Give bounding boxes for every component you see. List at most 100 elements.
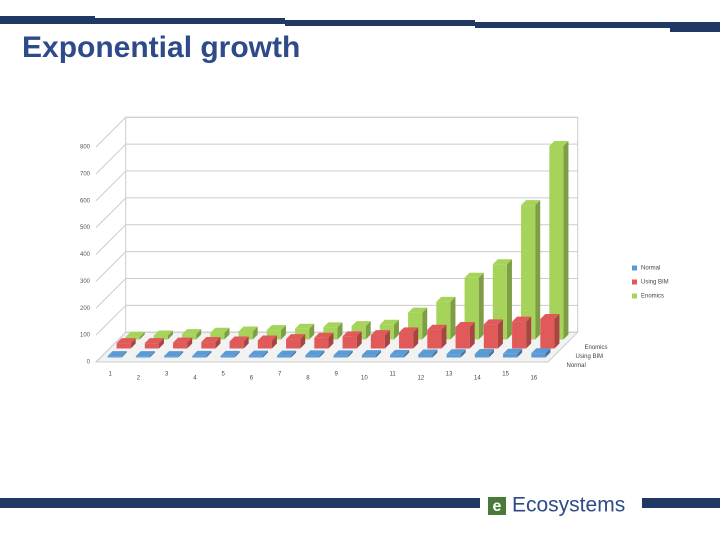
y-tick-label: 600	[80, 198, 91, 204]
bar	[323, 322, 343, 340]
logo-box	[488, 497, 506, 515]
bar-front	[286, 339, 301, 349]
x-tick-label: 6	[250, 376, 254, 382]
bar-side	[262, 350, 268, 358]
bar-side	[545, 348, 551, 358]
bar-top	[333, 350, 353, 356]
bar-top	[464, 272, 484, 278]
bottom-rule	[642, 498, 720, 508]
bar-side	[535, 200, 541, 340]
bar-top	[549, 141, 569, 146]
bar-side	[158, 338, 164, 349]
grid-line	[95, 170, 127, 202]
bar	[333, 350, 353, 358]
depth-label: Using BIM	[576, 354, 604, 360]
bar	[512, 316, 532, 349]
bar-side	[404, 349, 410, 358]
bar-top	[351, 321, 371, 327]
bar-front	[305, 355, 320, 358]
bar-side	[243, 336, 249, 349]
bar-front	[512, 321, 527, 349]
top-rule	[285, 20, 475, 26]
bar-top	[408, 307, 428, 313]
bar	[342, 331, 362, 349]
bar-front	[144, 343, 159, 349]
depth-label: Enomics	[585, 345, 608, 351]
legend-swatch	[632, 265, 637, 271]
bar-side	[167, 330, 173, 340]
legend-swatch	[632, 279, 637, 285]
bar-side	[291, 350, 297, 358]
bar-front	[531, 353, 546, 358]
bar-side	[224, 327, 230, 340]
bar-top	[314, 332, 334, 338]
bar-side	[422, 307, 428, 340]
bar-top	[257, 335, 277, 341]
bar	[248, 350, 268, 358]
bar	[521, 200, 541, 340]
bar-front	[107, 356, 122, 358]
bar-top	[277, 350, 297, 356]
x-tick-label: 3	[165, 372, 169, 378]
bar-side	[554, 313, 560, 349]
bar-top	[531, 348, 551, 354]
bar	[436, 296, 456, 340]
bar-front	[540, 318, 555, 349]
bar	[192, 350, 212, 358]
bar-front	[427, 329, 442, 349]
bar-side	[356, 331, 362, 349]
bar-top	[512, 316, 532, 322]
x-tick-label: 14	[474, 376, 481, 382]
bar-side	[450, 296, 456, 340]
bar-side	[506, 259, 512, 340]
bar-front	[192, 355, 207, 358]
bar-top	[446, 349, 466, 355]
bar-side	[149, 351, 155, 358]
bar-top	[521, 200, 541, 206]
grid-line	[95, 331, 127, 363]
x-tick-label: 15	[502, 372, 509, 378]
bar-top	[173, 337, 193, 343]
bar-top	[399, 327, 419, 333]
bar	[427, 324, 447, 349]
bar	[314, 332, 334, 349]
bar	[277, 350, 297, 358]
y-tick-label: 300	[80, 279, 91, 285]
bar-front	[314, 337, 329, 349]
bar-top	[370, 330, 390, 336]
bar-front	[229, 341, 244, 349]
x-tick-label: 8	[306, 376, 310, 382]
bar-side	[328, 332, 334, 349]
y-tick-label: 100	[80, 333, 91, 339]
bar	[455, 322, 475, 349]
bar-top	[390, 349, 410, 355]
top-rule	[475, 22, 670, 28]
bar-front	[210, 332, 225, 340]
y-tick-label: 700	[80, 171, 91, 177]
grid-line	[95, 197, 127, 228]
bar-front	[521, 205, 536, 340]
bar-side	[563, 141, 569, 340]
bar	[173, 337, 193, 349]
bar-front	[266, 330, 281, 340]
grid-line	[95, 143, 127, 175]
bar-front	[446, 354, 461, 358]
bar-top	[427, 324, 447, 330]
grid-line	[95, 305, 127, 336]
bar	[107, 351, 127, 358]
chart: 0 100 200 300 400 500 600 700 800 Enomics Using BI…	[80, 116, 669, 382]
x-tick-label: 9	[334, 372, 338, 378]
bar-side	[252, 326, 258, 340]
bar-top	[455, 322, 475, 327]
x-tick-label: 4	[193, 376, 197, 382]
bar-top	[540, 313, 560, 319]
top-rule	[95, 18, 285, 24]
bar-top	[220, 350, 240, 356]
bar-side	[215, 337, 221, 349]
bar-top	[164, 351, 184, 357]
logo-text: Ecosystems	[512, 494, 625, 517]
y-tick-label: 200	[80, 306, 91, 312]
legend-label: Normal	[641, 266, 660, 272]
bar-front	[342, 336, 357, 349]
bar-side	[526, 316, 532, 349]
